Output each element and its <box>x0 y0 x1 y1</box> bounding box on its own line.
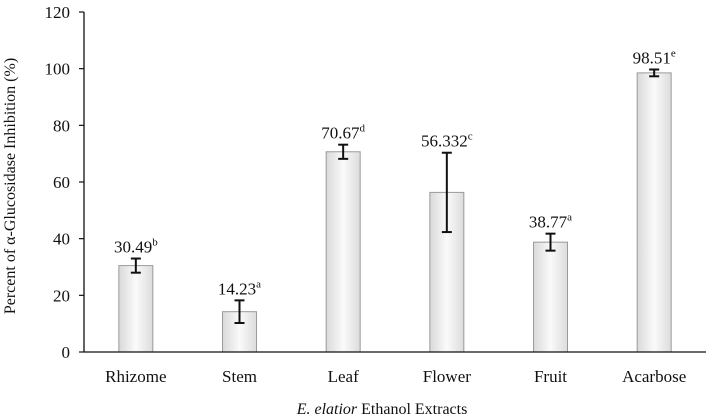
y-tick-label: 40 <box>53 230 70 249</box>
x-axis-title-rest: Ethanol Extracts <box>357 401 467 418</box>
x-tick-label: Fruit <box>534 367 567 386</box>
y-tick-label: 60 <box>53 173 70 192</box>
significance-letter: e <box>671 47 676 59</box>
x-tick-label: Leaf <box>328 367 359 386</box>
data-label: 14.23a <box>218 278 261 298</box>
data-label: 56.332c <box>421 131 473 151</box>
x-tick-label: Rhizome <box>105 367 166 386</box>
data-label-value: 14.23 <box>218 279 256 298</box>
data-label-value: 56.332 <box>421 132 468 151</box>
data-label: 38.77a <box>529 212 572 232</box>
bar <box>325 151 361 353</box>
significance-letter: d <box>360 123 366 135</box>
significance-letter: a <box>567 212 572 224</box>
bar <box>118 265 154 353</box>
significance-letter: a <box>256 278 261 290</box>
y-tick-label: 100 <box>45 60 71 79</box>
x-tick-label: Stem <box>222 367 257 386</box>
x-tick-label: Acarbose <box>622 367 686 386</box>
y-axis-title: Percent of α-Glucosidase Inhibition (%) <box>2 58 19 314</box>
x-axis-title: E. elatior Ethanol Extracts <box>296 401 468 418</box>
y-axis: 0 20 40 60 80 100 120 <box>45 3 85 362</box>
bar <box>533 241 568 353</box>
x-axis-title-italic: E. elatior <box>296 401 358 418</box>
significance-letter: c <box>468 131 473 143</box>
data-label-value: 70.67 <box>321 124 360 143</box>
y-tick-label: 120 <box>45 3 71 22</box>
data-label: 30.49b <box>114 237 158 257</box>
data-label: 98.51e <box>633 47 676 67</box>
data-label-value: 30.49 <box>114 238 152 257</box>
significance-letter: b <box>152 237 158 249</box>
data-label-value: 38.77 <box>529 213 568 232</box>
data-label: 70.67d <box>321 123 365 143</box>
y-tick-label: 80 <box>53 116 70 135</box>
data-label-value: 98.51 <box>633 48 671 67</box>
x-axis: Rhizome Stem Leaf Flower Fruit Acarbose <box>84 351 706 386</box>
y-tick-label: 0 <box>62 343 71 362</box>
y-tick-label: 20 <box>53 286 70 305</box>
x-tick-label: Flower <box>423 367 472 386</box>
bar <box>636 72 672 353</box>
